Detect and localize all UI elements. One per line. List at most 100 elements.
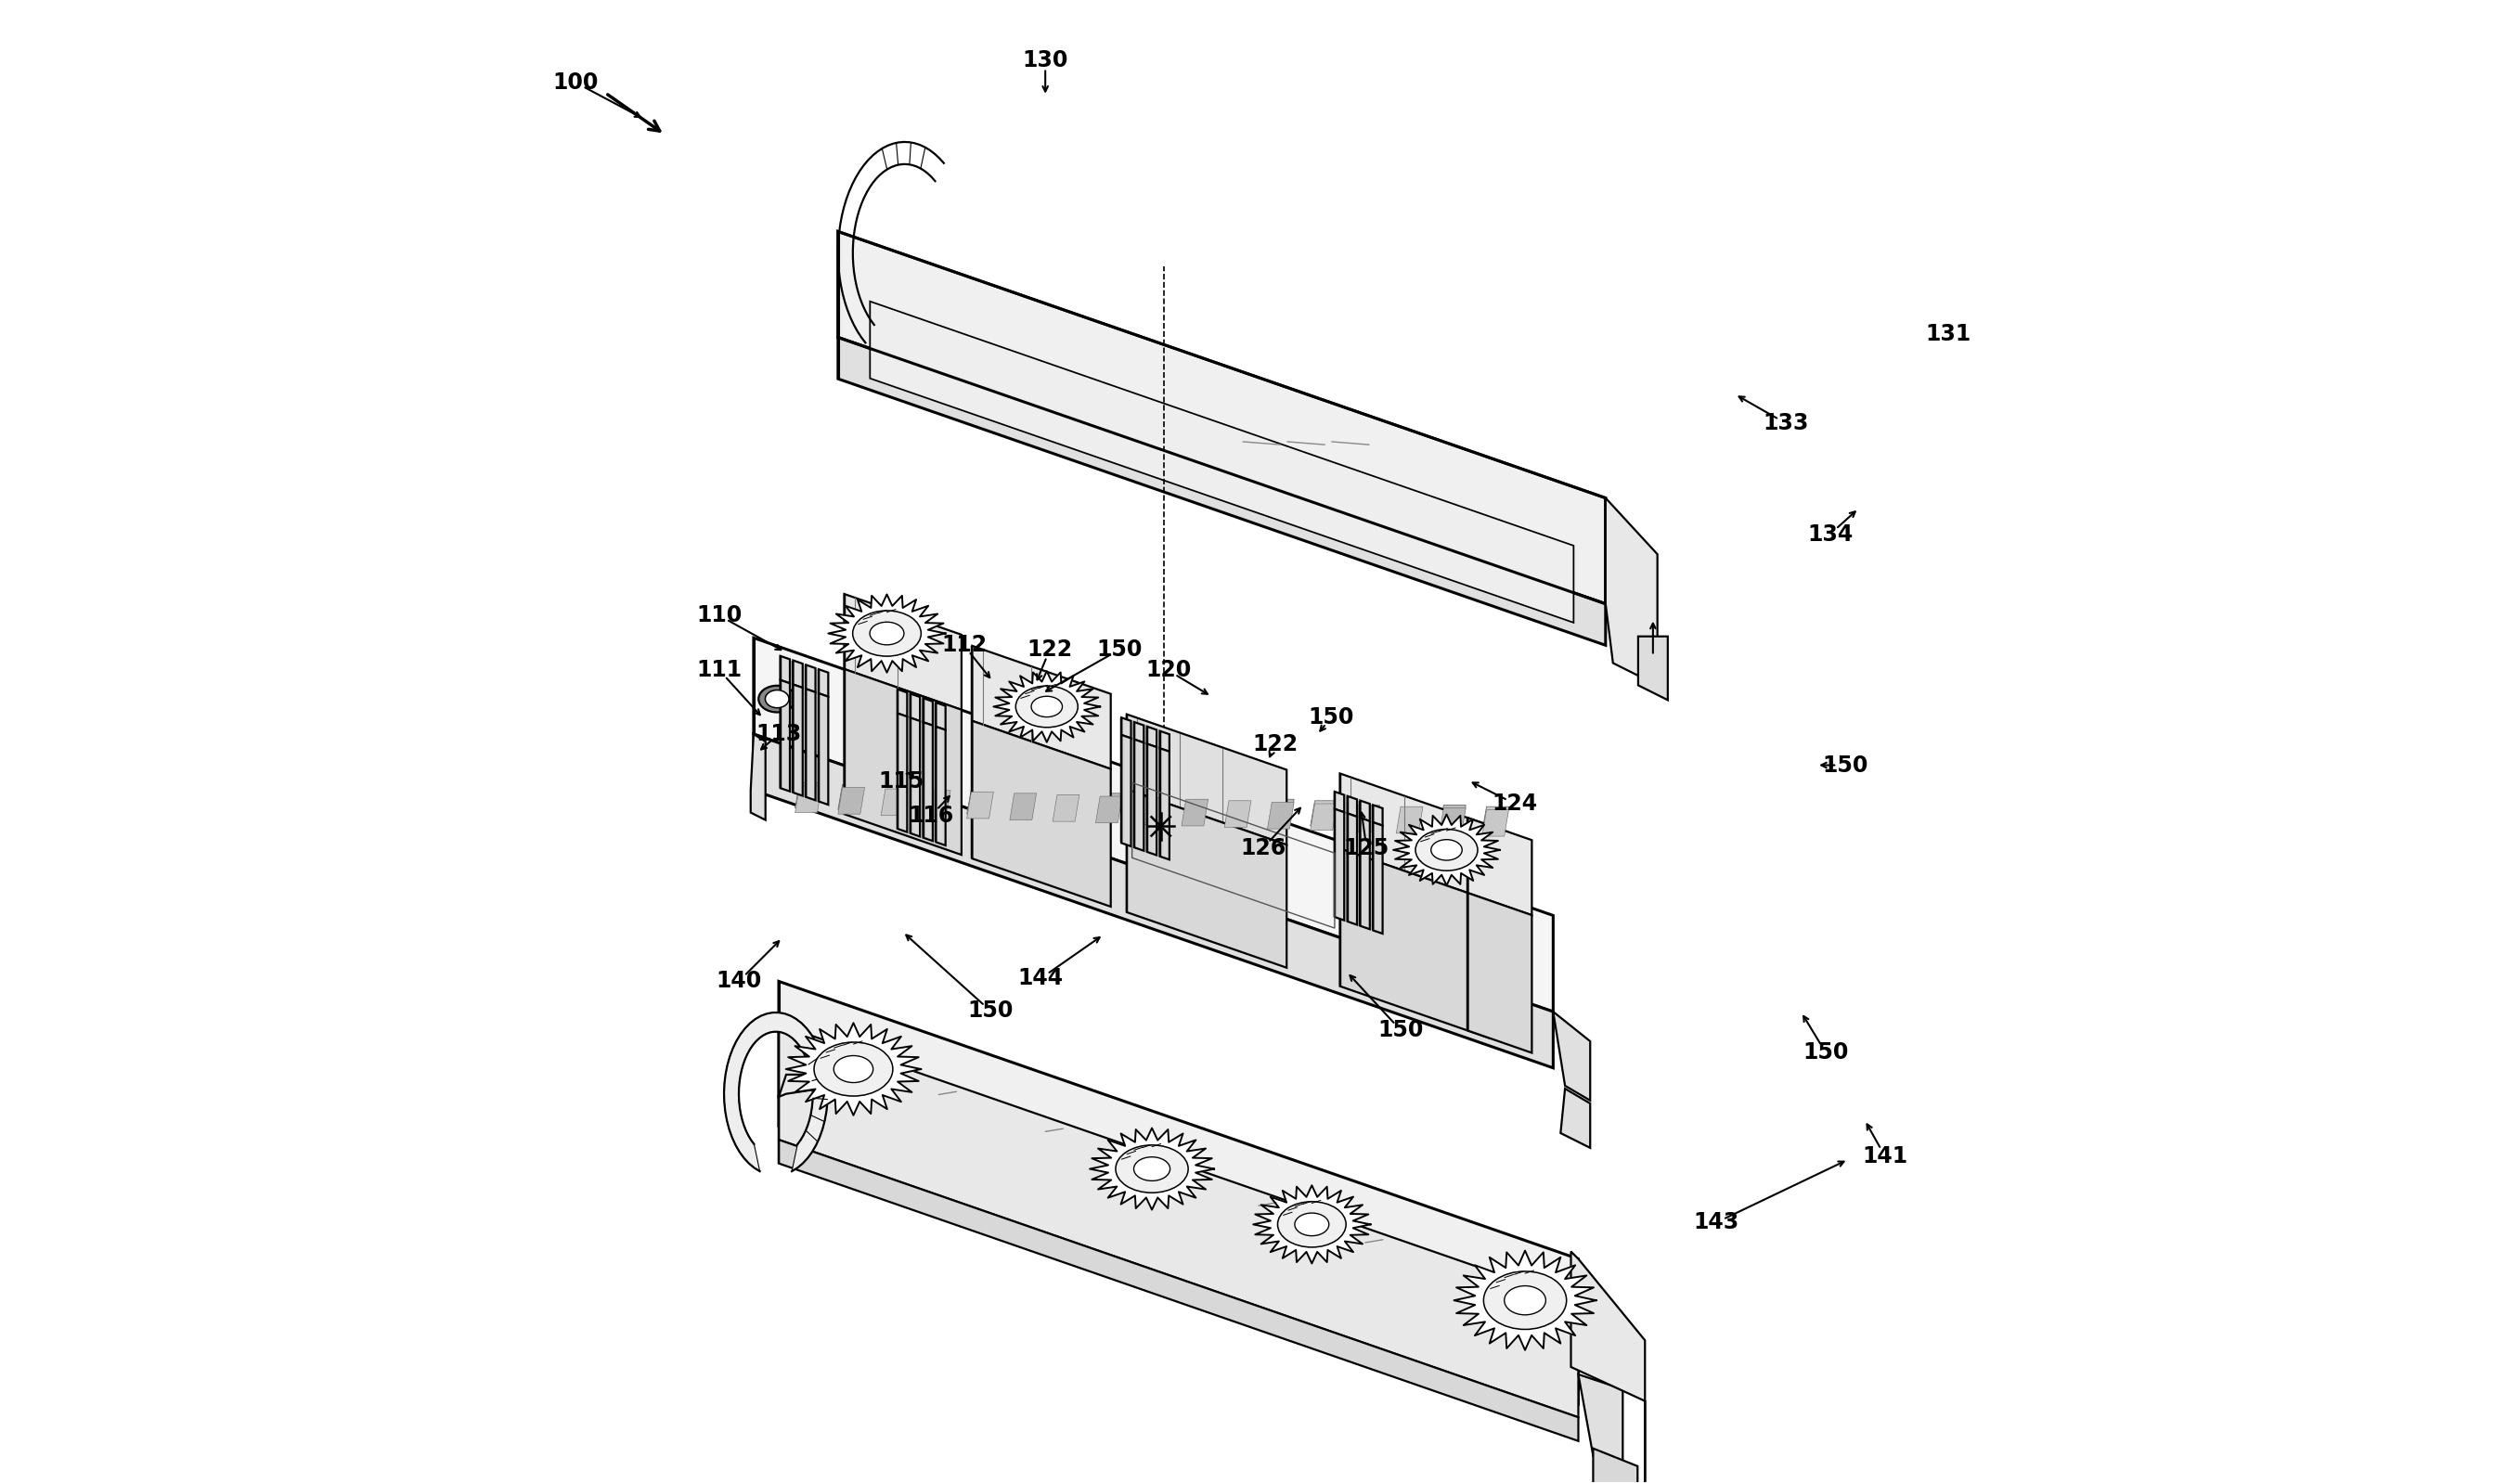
Polygon shape (910, 694, 920, 721)
Polygon shape (1467, 893, 1532, 1053)
Polygon shape (839, 231, 1605, 604)
Polygon shape (779, 1097, 1578, 1404)
Polygon shape (925, 790, 950, 817)
Polygon shape (993, 672, 1101, 742)
Polygon shape (922, 722, 932, 841)
Text: 144: 144 (1018, 967, 1063, 989)
Text: 120: 120 (1147, 660, 1192, 682)
Polygon shape (897, 713, 907, 832)
Text: 141: 141 (1862, 1145, 1908, 1167)
Polygon shape (839, 785, 864, 810)
Ellipse shape (869, 621, 905, 645)
Polygon shape (973, 721, 1111, 906)
Polygon shape (1310, 801, 1338, 826)
Polygon shape (1182, 799, 1207, 826)
Polygon shape (794, 685, 804, 796)
Polygon shape (753, 638, 1552, 1011)
Text: 150: 150 (1378, 1019, 1424, 1041)
Ellipse shape (814, 1043, 892, 1096)
Polygon shape (968, 789, 993, 814)
Polygon shape (1593, 1449, 1638, 1483)
Polygon shape (1396, 807, 1424, 833)
Polygon shape (1336, 792, 1343, 813)
Text: 150: 150 (968, 1000, 1013, 1022)
Ellipse shape (1416, 829, 1477, 871)
Polygon shape (1353, 802, 1381, 828)
Text: 130: 130 (1023, 49, 1068, 71)
Polygon shape (935, 727, 945, 845)
Polygon shape (1268, 802, 1295, 829)
Polygon shape (922, 698, 932, 725)
Text: 124: 124 (1492, 792, 1537, 814)
Polygon shape (1482, 807, 1509, 832)
Polygon shape (1139, 798, 1164, 825)
Polygon shape (882, 789, 907, 816)
Ellipse shape (1295, 1213, 1328, 1235)
Polygon shape (839, 337, 1605, 645)
Polygon shape (1570, 1252, 1646, 1483)
Polygon shape (1159, 749, 1169, 860)
Polygon shape (1121, 736, 1131, 847)
Text: 133: 133 (1761, 412, 1809, 435)
Polygon shape (869, 301, 1572, 623)
Polygon shape (1454, 1250, 1595, 1350)
Polygon shape (1126, 715, 1288, 845)
Text: 112: 112 (940, 635, 988, 657)
Text: 126: 126 (1240, 836, 1285, 859)
Ellipse shape (1031, 697, 1063, 716)
Polygon shape (794, 660, 804, 688)
Polygon shape (1310, 804, 1338, 830)
Polygon shape (1578, 1375, 1623, 1464)
Polygon shape (1011, 793, 1036, 820)
Polygon shape (910, 718, 920, 836)
Polygon shape (786, 1023, 920, 1115)
Text: 125: 125 (1343, 836, 1389, 859)
Polygon shape (819, 669, 829, 697)
Polygon shape (882, 786, 907, 811)
Polygon shape (751, 734, 766, 820)
Text: 140: 140 (716, 970, 761, 992)
Polygon shape (1252, 1185, 1371, 1264)
Polygon shape (1638, 636, 1668, 700)
Ellipse shape (1431, 839, 1462, 860)
Polygon shape (829, 595, 945, 672)
Polygon shape (1341, 774, 1489, 900)
Text: 100: 100 (552, 71, 600, 93)
Ellipse shape (1504, 1286, 1545, 1315)
Polygon shape (1053, 795, 1079, 822)
Ellipse shape (759, 685, 796, 712)
Text: 115: 115 (879, 770, 925, 792)
Polygon shape (1560, 1089, 1590, 1148)
Polygon shape (1134, 722, 1144, 743)
Polygon shape (781, 681, 789, 792)
Ellipse shape (1116, 1145, 1189, 1192)
Polygon shape (779, 1025, 1578, 1418)
Polygon shape (1348, 796, 1356, 817)
Text: 113: 113 (756, 722, 801, 746)
Polygon shape (968, 792, 993, 819)
Polygon shape (779, 982, 1578, 1375)
Text: 110: 110 (696, 605, 743, 627)
Polygon shape (796, 786, 822, 813)
Polygon shape (1439, 808, 1467, 835)
Polygon shape (1353, 805, 1381, 832)
Polygon shape (1126, 789, 1288, 968)
Text: 122: 122 (1252, 733, 1298, 756)
Text: 150: 150 (1802, 1041, 1850, 1063)
Polygon shape (1053, 792, 1079, 817)
Polygon shape (1159, 731, 1169, 752)
Text: 150: 150 (1308, 707, 1353, 730)
Ellipse shape (766, 690, 789, 707)
Text: 131: 131 (1925, 323, 1971, 346)
Polygon shape (1336, 808, 1343, 921)
Polygon shape (1552, 1011, 1590, 1100)
Polygon shape (1225, 798, 1250, 823)
Polygon shape (1605, 498, 1658, 685)
Polygon shape (897, 690, 907, 716)
Polygon shape (1096, 793, 1121, 819)
Polygon shape (1341, 848, 1489, 1038)
Polygon shape (973, 645, 1111, 770)
Text: 150: 150 (1096, 639, 1142, 661)
Polygon shape (1147, 744, 1157, 856)
Polygon shape (753, 734, 1552, 1068)
